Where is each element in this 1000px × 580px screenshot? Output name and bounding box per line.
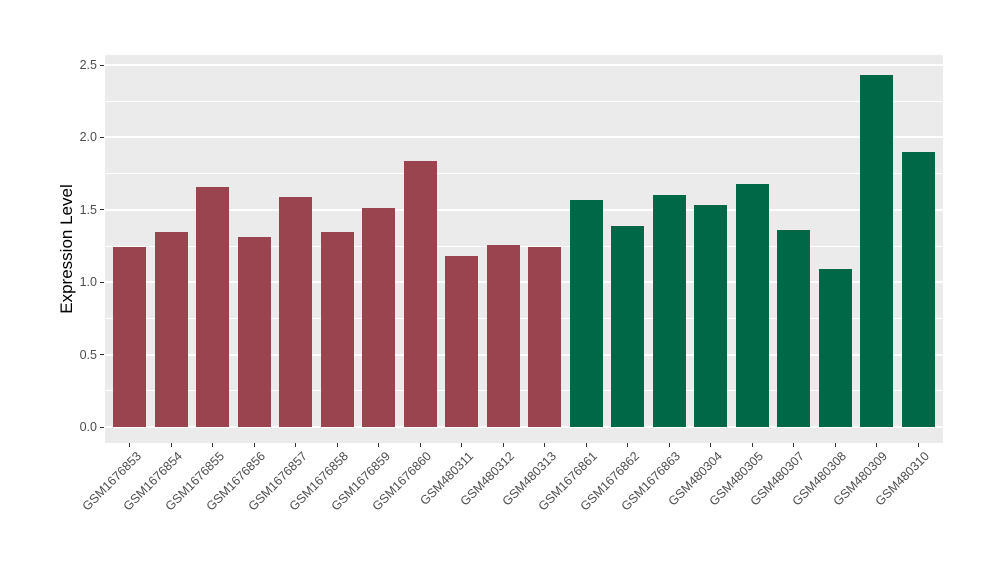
x-tick-mark (710, 443, 712, 447)
x-tick-mark (170, 443, 172, 447)
bar-GSM1676855 (196, 186, 230, 427)
y-tick-label: 2.5 (79, 58, 97, 72)
plot-panel (105, 55, 943, 443)
bar-GSM1676853 (113, 247, 147, 427)
minor-gridline (105, 317, 943, 319)
major-gridline (105, 136, 943, 139)
major-gridline (105, 353, 943, 356)
x-tick-mark (502, 443, 504, 447)
minor-gridline (105, 245, 943, 247)
y-tick-mark (100, 354, 104, 356)
x-tick-mark (378, 443, 380, 447)
x-tick-mark (751, 443, 753, 447)
x-tick-mark (585, 443, 587, 447)
bar-GSM1676863 (652, 195, 686, 427)
x-tick-mark (876, 443, 878, 447)
bar-GSM480310 (901, 151, 935, 427)
major-gridline (105, 64, 943, 66)
x-tick-mark (793, 443, 795, 447)
y-tick-label: 0.0 (79, 420, 97, 434)
y-tick-mark (100, 136, 104, 138)
bar-GSM1676860 (403, 160, 437, 427)
major-gridline (105, 208, 943, 211)
bar-GSM480307 (777, 230, 811, 427)
y-tick-label: 0.5 (79, 347, 97, 362)
bar-GSM1676857 (279, 196, 313, 427)
x-tick-mark (419, 443, 421, 447)
x-tick-mark (668, 443, 670, 447)
x-tick-mark (917, 443, 919, 447)
bar-GSM480305 (735, 183, 769, 427)
bar-GSM480313 (528, 247, 562, 427)
y-tick-label: 1.5 (79, 202, 97, 217)
minor-gridline (105, 173, 943, 175)
x-tick-mark (544, 443, 546, 447)
major-gridline (105, 281, 943, 284)
bar-GSM1676856 (237, 237, 271, 427)
y-tick-label: 1.0 (79, 275, 97, 290)
bar-GSM1676859 (362, 208, 396, 427)
bar-GSM1676861 (569, 199, 603, 427)
bar-GSM1676862 (611, 225, 645, 427)
x-tick-mark (336, 443, 338, 447)
minor-gridline (105, 390, 943, 392)
minor-gridline (105, 100, 943, 102)
bar-GSM1676854 (154, 231, 188, 427)
bar-GSM480308 (818, 269, 852, 427)
bar-GSM480304 (694, 205, 728, 427)
y-tick-mark (100, 281, 104, 283)
x-tick-mark (212, 443, 214, 447)
bar-GSM480311 (445, 256, 479, 427)
x-tick-mark (253, 443, 255, 447)
x-tick-mark (129, 443, 131, 447)
y-tick-mark (100, 426, 104, 428)
y-tick-mark (100, 64, 104, 66)
major-gridline (105, 426, 943, 428)
x-tick-mark (295, 443, 297, 447)
bar-GSM480312 (486, 244, 520, 427)
y-tick-label: 2.0 (79, 130, 97, 145)
bar-GSM480309 (860, 75, 894, 427)
x-tick-mark (461, 443, 463, 447)
y-tick-mark (100, 209, 104, 211)
bar-GSM1676858 (320, 231, 354, 427)
x-tick-mark (627, 443, 629, 447)
x-tick-mark (834, 443, 836, 447)
